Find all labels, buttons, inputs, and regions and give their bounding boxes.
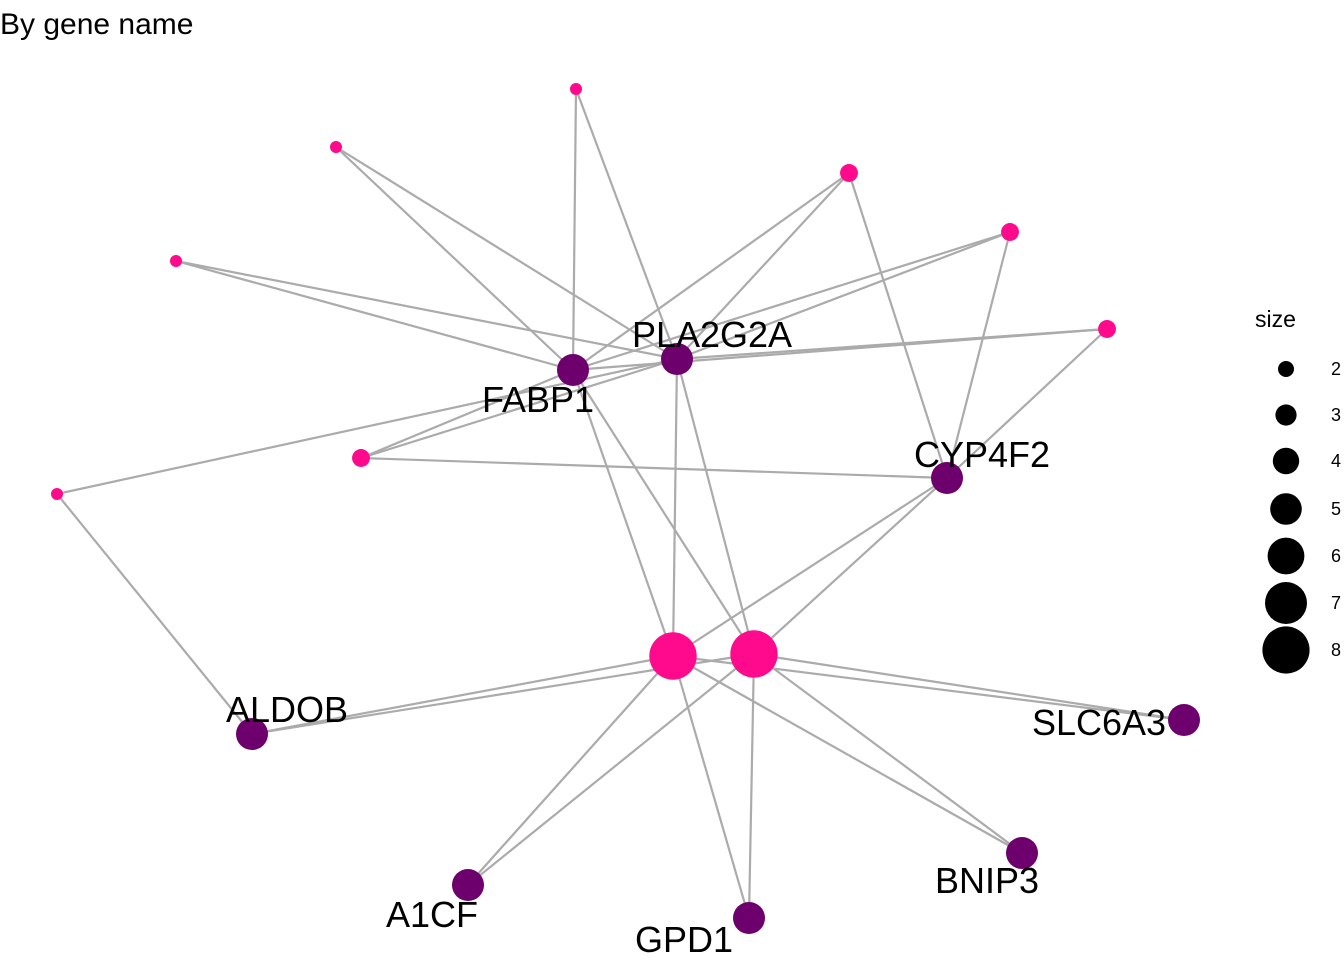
edge-c9-PLA2G2A (671, 358, 679, 657)
node-layer (51, 83, 1200, 934)
legend-label-5: 5 (1331, 499, 1341, 519)
plot-title: By gene name (0, 8, 194, 41)
edge-c10-GPD1 (747, 653, 756, 919)
gene-label-FABP1: FABP1 (482, 379, 594, 420)
edge-c2-PLA2G2A (335, 146, 678, 360)
category-node-c3 (840, 164, 858, 182)
legend-label-3: 3 (1331, 405, 1341, 425)
legend-label-4: 4 (1331, 451, 1341, 471)
edge-c4-PLA2G2A (676, 230, 1011, 361)
gene-node-FABP1 (557, 354, 589, 386)
gene-label-SLC6A3: SLC6A3 (1032, 702, 1166, 743)
legend-label-2: 2 (1331, 359, 1341, 379)
gene-node-A1CF (452, 869, 484, 901)
edge-c9-GPD1 (671, 655, 751, 919)
legend-marker-8 (1262, 626, 1310, 674)
gene-node-PLA2G2A (661, 343, 693, 375)
edge-c7-PLA2G2A (360, 357, 678, 460)
edge-c5-PLA2G2A (175, 259, 678, 361)
gene-label-PLA2G2A: PLA2G2A (632, 314, 792, 355)
legend-marker-7 (1265, 582, 1307, 624)
edge-c2-FABP1 (335, 146, 574, 371)
edge-c8-ALDOB (56, 493, 253, 735)
edge-c5-FABP1 (175, 259, 574, 372)
edge-c10-SLC6A3 (753, 652, 1185, 722)
category-node-c7 (352, 449, 370, 467)
edge-c4-CYP4F2 (945, 231, 1012, 479)
edge-c10-PLA2G2A (675, 358, 756, 655)
gene-node-BNIP3 (1006, 837, 1038, 869)
gene-label-ALDOB: ALDOB (226, 689, 348, 730)
category-node-c6 (1098, 320, 1116, 338)
gene-node-SLC6A3 (1168, 704, 1200, 736)
edge-c4-FABP1 (572, 230, 1011, 372)
category-node-c4 (1001, 223, 1019, 241)
legend-marker-5 (1270, 493, 1302, 525)
legend-title: size (1255, 306, 1296, 332)
legend-label-7: 7 (1331, 593, 1341, 613)
edge-c6-CYP4F2 (946, 328, 1108, 479)
edge-c3-FABP1 (572, 172, 850, 371)
edge-c7-FABP1 (360, 368, 574, 460)
category-node-c2 (330, 141, 342, 153)
edge-layer (56, 88, 1185, 919)
gene-label-GPD1: GPD1 (635, 919, 733, 960)
legend-marker-4 (1272, 447, 1300, 475)
edge-c10-A1CF (467, 653, 755, 886)
category-node-c9 (649, 632, 697, 680)
edge-c9-ALDOB (251, 654, 674, 736)
category-node-c10 (730, 630, 778, 678)
label-layer: FABP1 PLA2G2A CYP4F2 ALDOB SLC6A3 BNIP3 A1CF GP… (226, 314, 1166, 960)
edge-c9-A1CF (467, 655, 674, 886)
edge-c3-CYP4F2 (847, 172, 949, 479)
gene-label-A1CF: A1CF (386, 894, 478, 935)
gene-node-GPD1 (733, 902, 765, 934)
gene-label-BNIP3: BNIP3 (935, 860, 1039, 901)
edge-c9-BNIP3 (672, 655, 1023, 854)
gene-label-CYP4F2: CYP4F2 (914, 434, 1050, 475)
legend-label-6: 6 (1331, 546, 1341, 566)
size-legend: size 2 3 4 5 6 7 8 (1255, 306, 1341, 674)
edge-c1-PLA2G2A (574, 88, 679, 360)
edge-c6-PLA2G2A (676, 327, 1108, 361)
category-node-c1 (570, 83, 582, 95)
legend-label-8: 8 (1331, 640, 1341, 660)
category-node-c8 (51, 488, 63, 500)
category-node-c5 (170, 255, 182, 267)
edge-c7-CYP4F2 (360, 456, 948, 480)
edge-c1-FABP1 (571, 88, 578, 371)
legend-marker-6 (1267, 537, 1305, 575)
gene-node-CYP4F2 (931, 462, 963, 494)
edge-c10-BNIP3 (753, 653, 1023, 854)
legend-marker-3 (1275, 404, 1297, 426)
legend-marker-2 (1278, 361, 1294, 377)
gene-node-ALDOB (236, 718, 268, 750)
edge-c10-FABP1 (572, 369, 755, 655)
edge-c9-CYP4F2 (672, 477, 948, 657)
edge-c10-CYP4F2 (753, 477, 948, 655)
edge-c9-FABP1 (571, 369, 675, 657)
